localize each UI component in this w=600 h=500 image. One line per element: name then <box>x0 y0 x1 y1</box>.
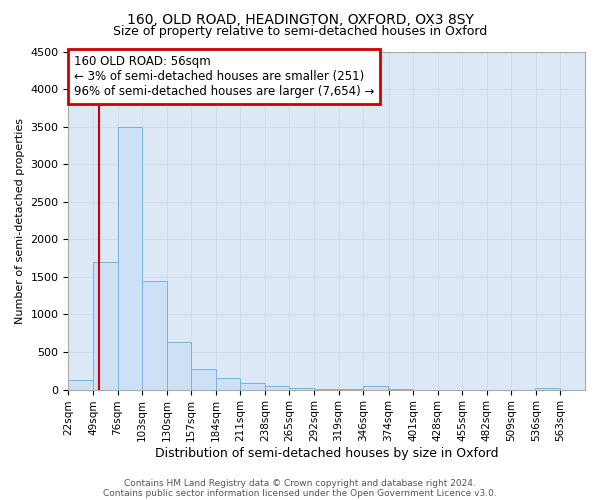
Bar <box>338 389 363 390</box>
Bar <box>191 370 216 390</box>
Y-axis label: Number of semi-detached properties: Number of semi-detached properties <box>15 118 25 324</box>
Text: Contains public sector information licensed under the Open Government Licence v3: Contains public sector information licen… <box>103 488 497 498</box>
Text: 160, OLD ROAD, HEADINGTON, OXFORD, OX3 8SY: 160, OLD ROAD, HEADINGTON, OXFORD, OX3 8… <box>127 12 473 26</box>
Bar <box>68 380 93 390</box>
Bar <box>265 386 289 390</box>
Text: Contains HM Land Registry data © Crown copyright and database right 2024.: Contains HM Land Registry data © Crown c… <box>124 478 476 488</box>
Bar <box>240 383 265 390</box>
Bar <box>93 262 118 390</box>
Bar <box>314 388 338 390</box>
Text: 160 OLD ROAD: 56sqm
← 3% of semi-detached houses are smaller (251)
96% of semi-d: 160 OLD ROAD: 56sqm ← 3% of semi-detache… <box>74 55 374 98</box>
Text: Size of property relative to semi-detached houses in Oxford: Size of property relative to semi-detach… <box>113 25 487 38</box>
Bar <box>363 386 388 390</box>
Bar <box>118 126 142 390</box>
Bar <box>388 389 412 390</box>
Bar <box>289 388 314 390</box>
Bar <box>535 388 560 390</box>
X-axis label: Distribution of semi-detached houses by size in Oxford: Distribution of semi-detached houses by … <box>155 447 499 460</box>
Bar <box>216 378 240 390</box>
Bar <box>142 280 167 390</box>
Bar <box>167 342 191 390</box>
